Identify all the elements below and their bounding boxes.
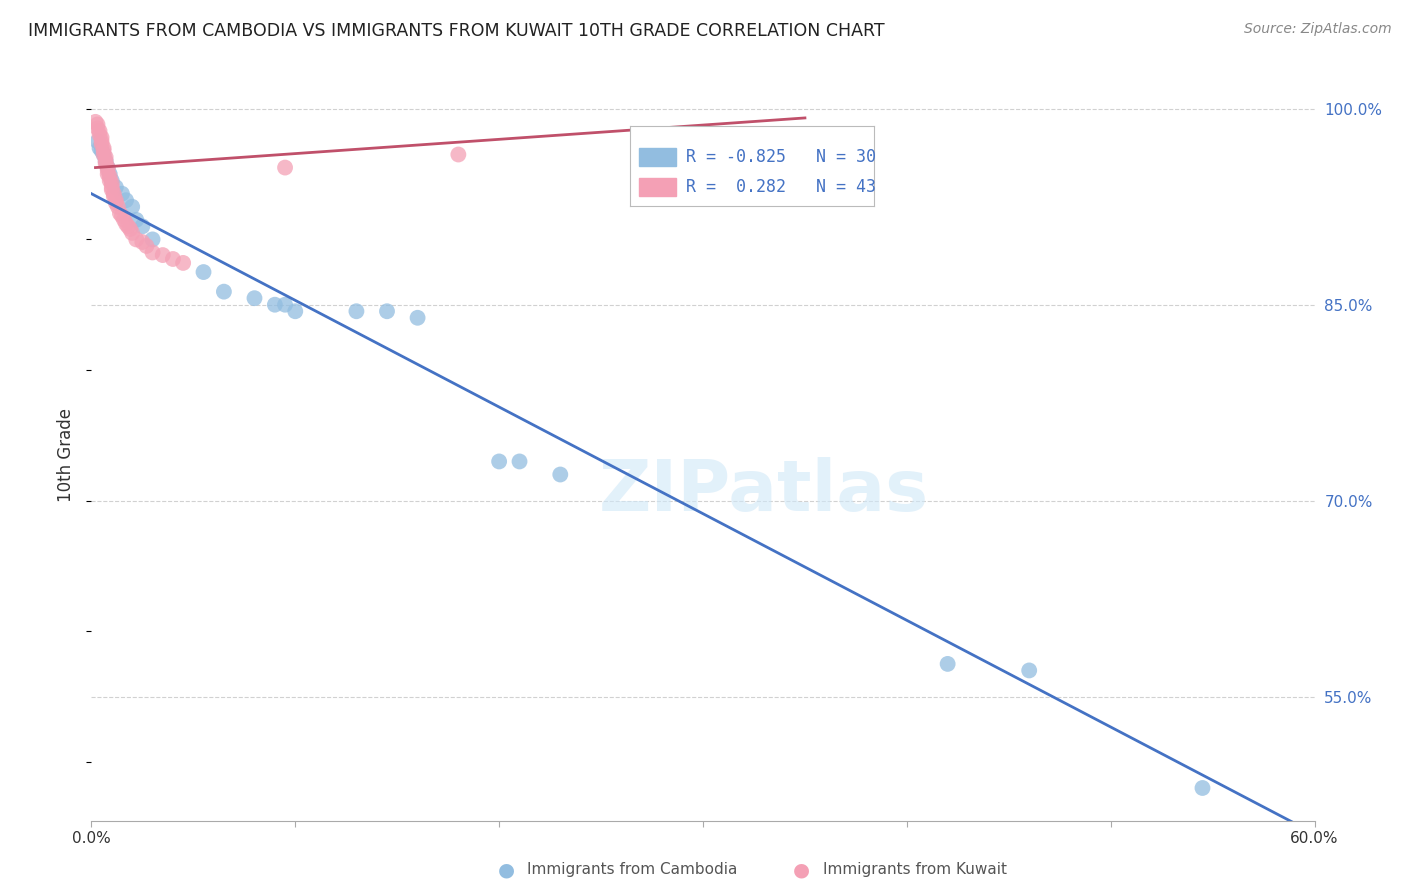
Point (94, 150, 117, 164)
Point (101, 183, 124, 197)
Point (94, 156, 117, 170)
Point (162, 252, 184, 266)
Point (93, 141, 115, 155)
Point (93, 147, 115, 161)
Point (97, 163, 120, 178)
Point (89, 141, 111, 155)
Point (103, 186, 125, 201)
Point (101, 173, 124, 188)
Point (108, 206, 131, 220)
Point (488, 454, 510, 468)
Point (243, 291, 266, 305)
Point (1018, 664, 1040, 678)
Point (90, 130, 112, 145)
Bar (640, 148, 676, 166)
Bar (640, 178, 676, 195)
Point (284, 304, 307, 318)
Point (90, 136, 112, 151)
Point (98, 167, 121, 181)
Point (152, 248, 174, 262)
Point (98, 173, 121, 188)
Point (120, 222, 142, 236)
Y-axis label: 10th Grade: 10th Grade (58, 408, 76, 502)
Point (111, 186, 134, 201)
Point (101, 176, 124, 190)
Point (112, 212, 135, 227)
Point (86, 135, 108, 149)
Point (1191, 780, 1213, 795)
Point (93, 144, 115, 158)
Point (346, 304, 368, 318)
Text: R =  0.282   N = 43: R = 0.282 N = 43 (686, 178, 876, 196)
Point (90, 135, 112, 149)
Point (103, 189, 125, 203)
Text: IMMIGRANTS FROM CAMBODIA VS IMMIGRANTS FROM KUWAIT 10TH GRADE CORRELATION CHART: IMMIGRANTS FROM CAMBODIA VS IMMIGRANTS F… (28, 22, 884, 40)
Point (141, 245, 163, 260)
Point (115, 217, 138, 231)
Point (274, 298, 297, 312)
Text: Immigrants from Cambodia: Immigrants from Cambodia (527, 863, 738, 877)
Point (509, 454, 531, 468)
Point (97, 161, 120, 175)
Text: ●: ● (793, 860, 810, 880)
Text: ●: ● (498, 860, 515, 880)
Point (94, 154, 117, 169)
Point (135, 239, 157, 253)
Point (104, 195, 127, 210)
Point (89, 124, 111, 138)
Text: R = -0.825   N = 30: R = -0.825 N = 30 (686, 148, 876, 166)
Point (97, 167, 120, 181)
Point (406, 310, 429, 325)
Point (104, 193, 127, 207)
Point (101, 180, 124, 194)
Point (447, 147, 470, 161)
Point (172, 256, 194, 270)
Text: Immigrants from Kuwait: Immigrants from Kuwait (823, 863, 1007, 877)
Point (107, 200, 129, 214)
Point (97, 161, 120, 175)
Point (111, 209, 134, 223)
Point (131, 235, 153, 249)
Point (84, 115, 107, 129)
Point (93, 147, 115, 161)
Point (121, 226, 143, 240)
Point (125, 212, 148, 227)
Point (104, 180, 127, 194)
Point (117, 219, 139, 234)
Point (274, 161, 297, 175)
Point (550, 467, 572, 482)
Point (264, 298, 287, 312)
Point (141, 232, 163, 246)
Text: ZIPatlas: ZIPatlas (599, 457, 929, 526)
Point (375, 304, 398, 318)
Point (121, 200, 143, 214)
Point (98, 169, 121, 184)
Point (86, 121, 108, 136)
Point (131, 219, 153, 234)
Text: Source: ZipAtlas.com: Source: ZipAtlas.com (1244, 22, 1392, 37)
Point (86, 118, 108, 132)
Point (125, 232, 148, 246)
Point (193, 265, 215, 279)
Point (94, 154, 117, 169)
Point (89, 128, 111, 142)
Point (115, 193, 138, 207)
Point (936, 657, 959, 671)
Point (212, 285, 235, 299)
Point (90, 144, 112, 158)
